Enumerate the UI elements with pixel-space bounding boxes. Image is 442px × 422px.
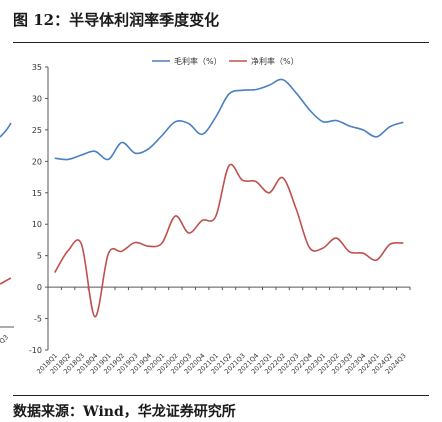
y-tick-label: 0 — [37, 283, 42, 292]
gross-margin-line — [54, 78, 404, 161]
legend-label: 净利率（%） — [251, 56, 299, 66]
chart-axes: -10-5051015202530352018Q12018Q22018Q3201… — [29, 63, 411, 376]
y-tick-label: 35 — [32, 63, 42, 72]
neighbor-chart-fragment: Q3 — [0, 122, 14, 345]
y-tick-label: 30 — [32, 94, 42, 103]
y-tick-label: -10 — [29, 346, 42, 355]
net-margin-line — [54, 163, 404, 318]
source-rule — [13, 395, 429, 396]
y-tick-label: 10 — [32, 220, 42, 229]
y-tick-label: -5 — [34, 315, 42, 324]
series-layer — [54, 78, 404, 318]
neighbor-line-fragment — [0, 277, 12, 285]
y-tick-label: 20 — [32, 157, 42, 166]
title-rule — [13, 42, 429, 43]
neighbor-line-fragment — [0, 122, 12, 138]
y-tick-label: 25 — [32, 126, 42, 135]
y-tick-label: 15 — [32, 189, 42, 198]
legend-label: 毛利率（%） — [174, 56, 222, 66]
y-tick-label: 5 — [37, 252, 42, 261]
neighbor-tick-label: Q3 — [0, 333, 10, 345]
line-chart: Q3 -10-5051015202530352018Q12018Q22018Q3… — [0, 56, 411, 376]
data-source-note: 数据来源：Wind，华龙证券研究所 — [13, 404, 236, 420]
chart-legend: 毛利率（%） 净利率（%） — [152, 56, 299, 66]
figure-title: 图 12：半导体利润率季度变化 — [13, 11, 220, 29]
